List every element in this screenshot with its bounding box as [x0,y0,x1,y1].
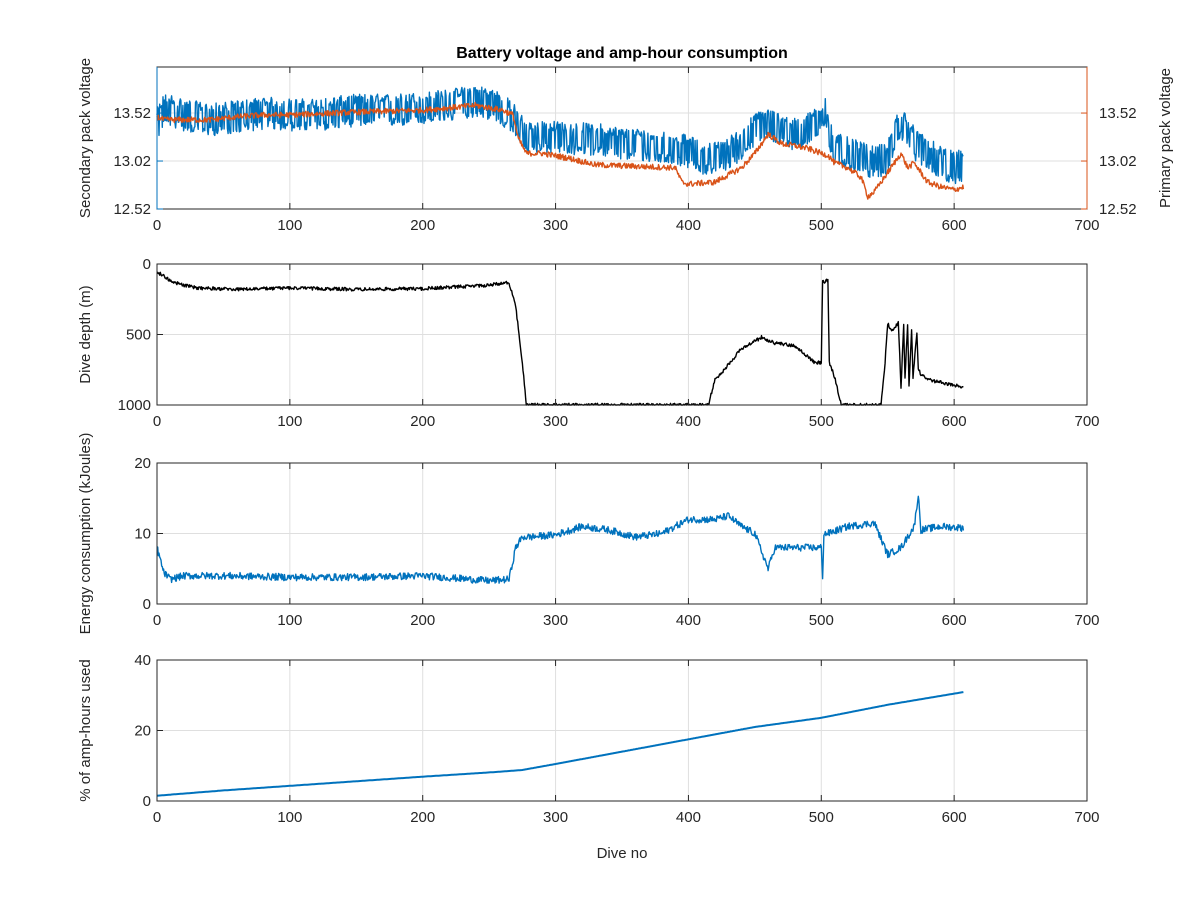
y-tick-label: 0 [143,256,151,273]
x-tick-label: 200 [410,217,435,234]
x-tick-label: 600 [942,809,967,826]
x-tick-label: 700 [1074,217,1099,234]
x-tick-label: 0 [153,612,161,629]
subplot-3: 0 100 200 300 400 500 600 700 0 10 20 Energy consum… [77,433,1100,635]
x-tick-label: 200 [410,612,435,629]
series-line-primary-pack-voltage [156,101,965,200]
x-tick-label: 700 [1074,809,1099,826]
y-right-tick-label: 13.02 [1099,153,1137,170]
y-tick-label: 20 [134,723,151,740]
y-axis-label: % of amp-hours used [77,659,94,802]
y-tick-label: 1000 [118,397,151,414]
x-tick-label: 700 [1074,413,1099,430]
y-tick-label: 12.52 [113,201,151,218]
y-axis-label: Dive depth (m) [77,285,94,383]
series-line [156,691,964,797]
x-tick-label: 0 [153,413,161,430]
x-tick-label: 300 [543,217,568,234]
x-tick-label: 500 [809,809,834,826]
y-tick-label: 13.52 [113,105,151,122]
y-axis-label: Secondary pack voltage [77,58,94,218]
y-tick-label: 40 [134,652,151,669]
x-tick-label: 600 [942,217,967,234]
y-tick-label: 500 [126,327,151,344]
x-tick-label: 600 [942,612,967,629]
x-tick-label: 400 [676,612,701,629]
x-tick-label: 100 [277,809,302,826]
y-tick-label: 13.02 [113,153,151,170]
x-tick-label: 100 [277,217,302,234]
series-line [156,495,965,584]
y-tick-label: 0 [143,596,151,613]
x-tick-label: 200 [410,413,435,430]
y-axis-label-right: Primary pack voltage [1157,68,1174,208]
x-tick-label: 200 [410,809,435,826]
x-tick-label: 100 [277,612,302,629]
x-tick-label: 600 [942,413,967,430]
series-line-secondary-pack-voltage [156,86,964,185]
subplot-4: 0 100 200 300 400 500 600 700 0 20 40 % of amp-hour… [77,652,1100,862]
x-tick-label: 300 [543,413,568,430]
x-axis-label: Dive no [597,845,648,862]
x-tick-label: 0 [153,809,161,826]
y-right-tick-label: 12.52 [1099,201,1137,218]
y-tick-label: 20 [134,455,151,472]
x-tick-label: 400 [676,809,701,826]
y-tick-label: 10 [134,526,151,543]
x-tick-label: 300 [543,809,568,826]
subplot-1: 0 100 200 300 400 500 600 70012.5213.0213.5212.… [77,45,1174,234]
subplot-2: 0 100 200 300 400 500 600 700 0 500 1000 Dive depth… [77,256,1100,430]
x-tick-label: 300 [543,612,568,629]
x-tick-label: 400 [676,413,701,430]
x-tick-label: 0 [153,217,161,234]
x-tick-label: 400 [676,217,701,234]
x-tick-label: 100 [277,413,302,430]
y-axis-label: Energy consumption (kJoules) [77,433,94,635]
y-right-tick-label: 13.52 [1099,105,1137,122]
x-tick-label: 500 [809,413,834,430]
x-tick-label: 700 [1074,612,1099,629]
x-tick-label: 500 [809,217,834,234]
y-tick-label: 0 [143,793,151,810]
chart-title: Battery voltage and amp-hour consumption [456,45,788,62]
x-tick-label: 500 [809,612,834,629]
